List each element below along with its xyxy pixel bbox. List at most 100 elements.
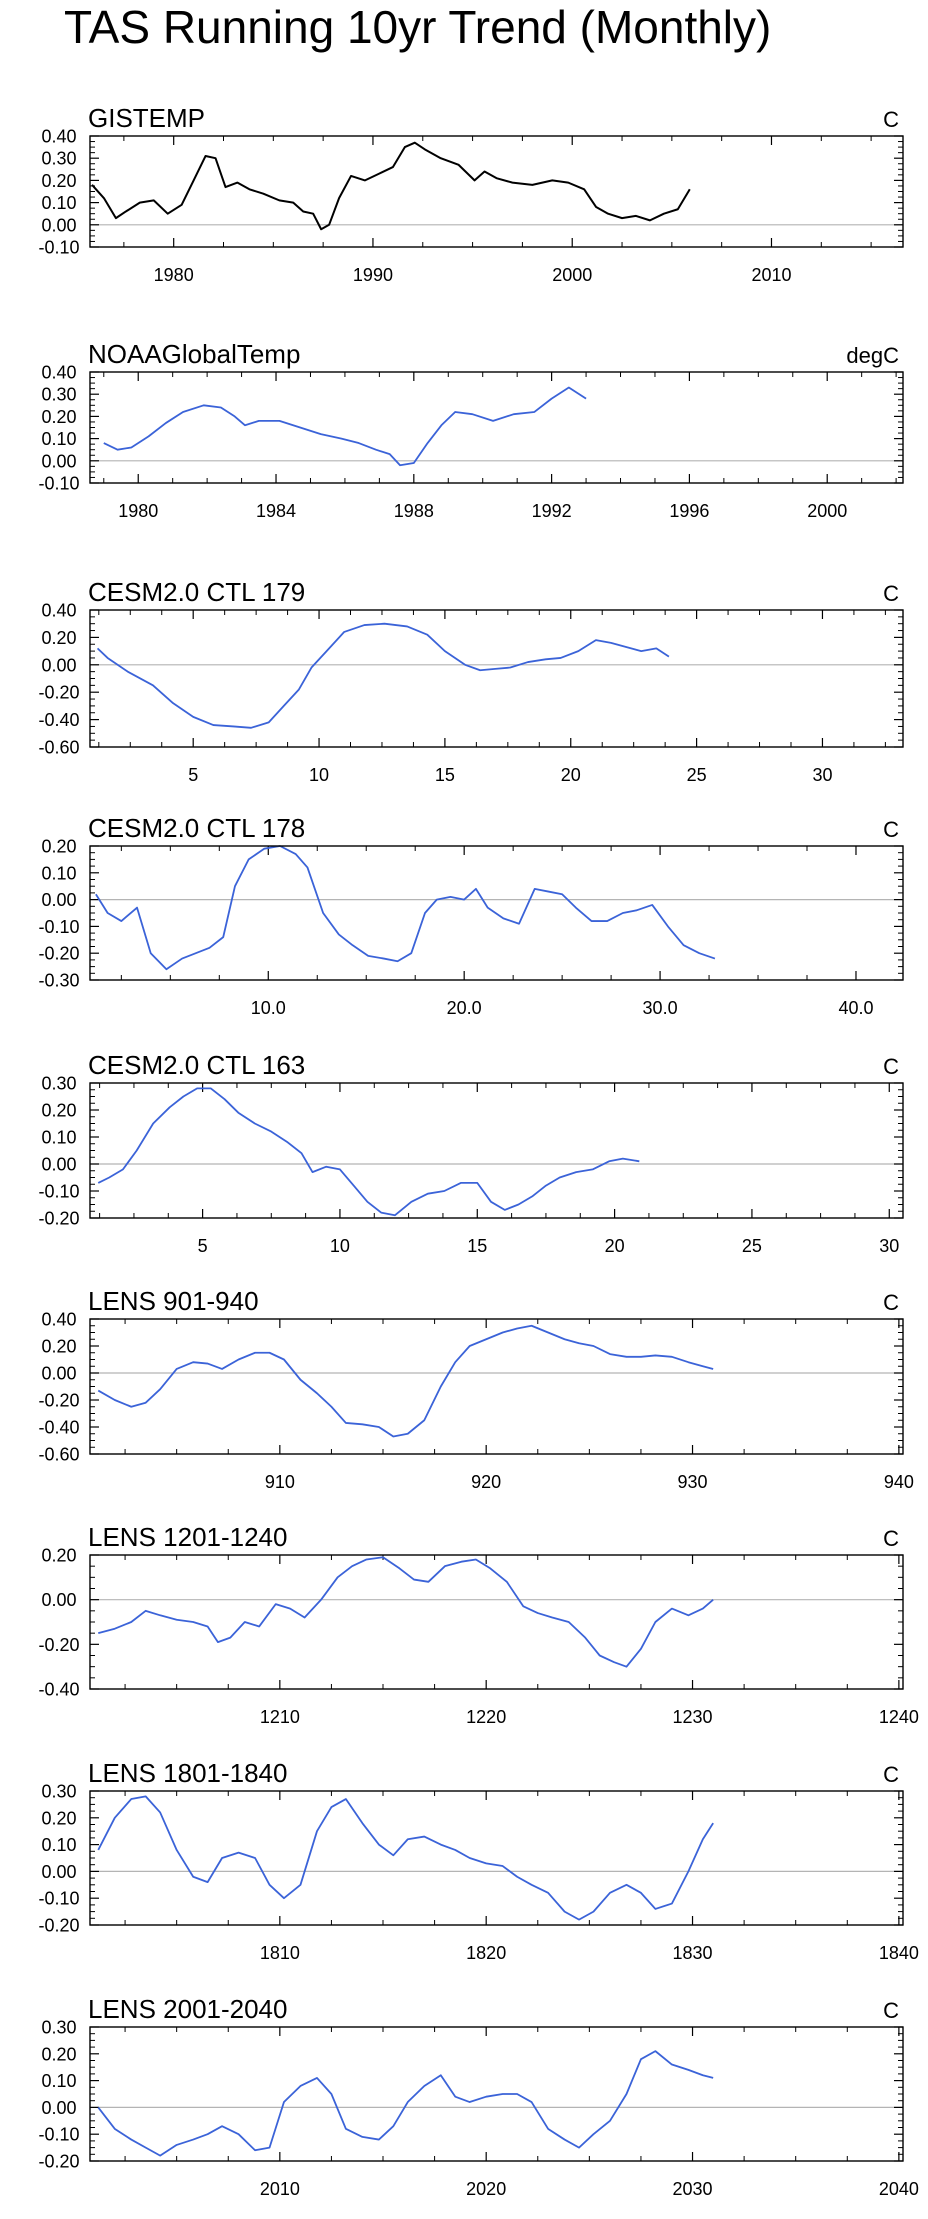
panel-1: GISTEMP C -0.10 0.000.100.200.300.40 1980 199… [38,103,904,285]
y-tick-label: -0.60 [38,1445,79,1465]
x-tick-label: 2040 [879,2179,919,2199]
y-tick-label: -0.40 [38,710,79,730]
y-tick-label: 0.10 [41,429,76,449]
series-line [95,845,716,971]
y-tick-label: -0.20 [38,1391,79,1411]
panel-title: NOAAGlobalTemp [88,339,300,369]
panel-6: LENS 901-940 C -0.60 -0.40 -0.20 0.00 0.20 0.40… [38,1286,913,1492]
y-tick-label: 0.00 [41,1590,76,1610]
x-tick-label: 1980 [154,265,194,285]
y-tick-label: 0.20 [41,1546,76,1566]
panel-9: LENS 2001-2040 C -0.20 -0.10 0.00 0.10 0.20 0.3… [38,1994,918,2199]
y-tick-label: -0.10 [38,1182,79,1202]
y-tick-label: 0.40 [41,127,76,147]
panel-title: LENS 901-940 [88,1286,259,1316]
x-tick-label: 1820 [466,1943,506,1963]
y-tick-label: 0.00 [41,890,76,910]
y-tick-label: -0.20 [38,683,79,703]
y-tick-label: 0.00 [41,1862,76,1882]
x-tick-label: 1240 [879,1707,919,1727]
y-tick-label: -0.60 [38,738,79,758]
plot-frame [89,135,904,248]
y-tick-label: -0.20 [38,1209,79,1229]
panel-title: LENS 1801-1840 [88,1758,287,1788]
panel-title: LENS 2001-2040 [88,1994,287,2024]
x-tick-label: 20 [561,765,581,785]
y-tick-label: 0.00 [41,1155,76,1175]
series-line [103,386,587,467]
y-tick-label: 0.00 [41,451,76,471]
x-tick-label: 30 [879,1236,899,1256]
panel-units: C [883,1998,899,2023]
y-tick-label: -0.10 [38,1889,79,1909]
x-tick-label: 1210 [260,1707,300,1727]
panel-units: C [883,581,899,606]
panel-units: C [883,1054,899,1079]
x-tick-label: 2000 [552,265,592,285]
x-tick-label: 2020 [466,2179,506,2199]
y-tick-label: 0.20 [41,628,76,648]
panel-units: C [883,1526,899,1551]
x-tick-label: 2010 [751,265,791,285]
x-tick-label: 2010 [260,2179,300,2199]
y-tick-label: -0.40 [38,1418,79,1438]
x-tick-label: 30.0 [643,998,678,1018]
panel-units: C [883,107,899,132]
series-line [97,2050,714,2157]
x-tick-label: 1984 [256,501,296,521]
x-tick-label: 20 [605,1236,625,1256]
y-tick-label: 0.10 [41,1835,76,1855]
plot-frame [89,1318,904,1455]
panel-7: LENS 1201-1240 C -0.40 -0.20 0.00 0.20 1210 122… [38,1522,918,1727]
panel-title: LENS 1201-1240 [88,1522,287,1552]
y-tick-label: -0.20 [38,2152,79,2172]
y-tick-label: -0.20 [38,1916,79,1936]
y-tick-label: -0.20 [38,944,79,964]
y-tick-label: 0.40 [41,601,76,621]
y-tick-label: 0.10 [41,1128,76,1148]
x-tick-label: 1840 [879,1943,919,1963]
y-tick-label: 0.30 [41,1074,76,1094]
panel-3: CESM2.0 CTL 179 C -0.60 -0.40 -0.20 0.00 0.20 0… [38,577,904,785]
series-line [97,1324,714,1438]
x-tick-label: 5 [198,1236,208,1256]
y-tick-label: 0.10 [41,2071,76,2091]
y-tick-label: 0.30 [41,1782,76,1802]
y-tick-label: -0.40 [38,1680,79,1700]
y-tick-label: -0.20 [38,1635,79,1655]
x-tick-label: 1230 [673,1707,713,1727]
x-tick-label: 910 [265,1472,295,1492]
y-tick-label: 0.40 [41,1310,76,1330]
panel-title: CESM2.0 CTL 178 [88,813,305,843]
x-tick-label: 10 [309,765,329,785]
panel-title: CESM2.0 CTL 163 [88,1050,305,1080]
x-tick-label: 2000 [807,501,847,521]
panel-units: C [883,1762,899,1787]
panel-title: GISTEMP [88,103,205,133]
x-tick-label: 1988 [394,501,434,521]
plot-frame [89,609,904,748]
y-tick-label: -0.30 [38,971,79,991]
plot-frame [89,845,904,981]
panel-units: degC [846,343,899,368]
y-tick-label: 0.00 [41,1364,76,1384]
y-tick-label: 0.10 [41,863,76,883]
x-tick-label: 10 [330,1236,350,1256]
x-tick-label: 1830 [673,1943,713,1963]
y-tick-label: 0.30 [41,2018,76,2038]
x-tick-label: 1992 [532,501,572,521]
plot-frame [89,1790,904,1926]
x-tick-label: 1220 [466,1707,506,1727]
panel-2: NOAAGlobalTemp degC -0.10 0.000.100.200.300… [38,339,904,521]
x-tick-label: 1996 [669,501,709,521]
y-tick-label: 0.20 [41,837,76,857]
plot-frame [89,1082,904,1219]
plot-frame [89,371,904,484]
series-line [98,1556,714,1668]
panel-5: CESM2.0 CTL 163 C -0.20 -0.10 0.00 0.10 0.20 0.… [38,1050,904,1256]
x-tick-label: 930 [678,1472,708,1492]
figure-title: TAS Running 10yr Trend (Monthly) [64,1,772,53]
x-tick-label: 5 [188,765,198,785]
series-line [91,141,691,231]
